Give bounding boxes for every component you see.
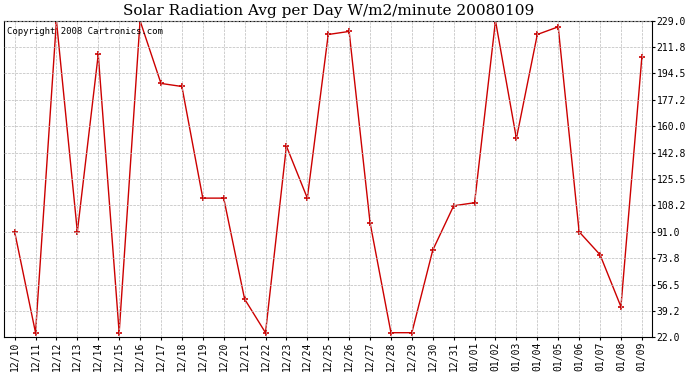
Title: Solar Radiation Avg per Day W/m2/minute 20080109: Solar Radiation Avg per Day W/m2/minute … [123, 4, 534, 18]
Text: Copyright 2008 Cartronics.com: Copyright 2008 Cartronics.com [8, 27, 164, 36]
